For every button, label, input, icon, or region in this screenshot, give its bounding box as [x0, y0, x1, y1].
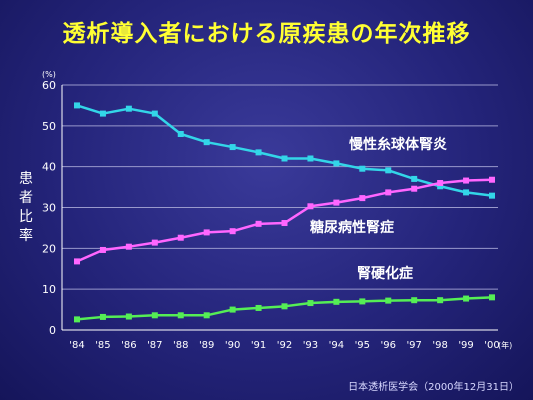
x-tick-label: '93: [303, 340, 318, 351]
x-tick-label: '97: [406, 340, 421, 351]
y-tick-label: 60: [42, 79, 56, 92]
y-tick-label: 50: [42, 120, 56, 133]
data-point: [99, 313, 106, 320]
x-tick-label: '00: [484, 340, 499, 351]
data-point: [411, 175, 418, 182]
data-point: [255, 149, 262, 156]
data-point: [125, 105, 132, 112]
series-label: 慢性糸球体腎炎: [349, 136, 447, 153]
x-tick-label: '85: [95, 340, 110, 351]
data-point: [437, 183, 444, 190]
x-tick-label: '91: [251, 340, 266, 351]
data-point: [359, 165, 366, 172]
data-point: [489, 192, 495, 199]
x-tick-label: '98: [432, 340, 447, 351]
data-point: [333, 199, 340, 206]
chart-title: 透析導入者における原疾患の年次推移: [62, 21, 471, 47]
data-point: [74, 102, 80, 109]
data-point: [99, 246, 106, 253]
data-point: [125, 243, 132, 250]
data-point: [359, 195, 366, 202]
x-tick-label: '88: [173, 340, 188, 351]
x-tick-label: '99: [458, 340, 473, 351]
data-point: [489, 176, 495, 183]
data-point: [281, 155, 288, 162]
data-point: [385, 167, 392, 174]
data-point: [151, 312, 158, 319]
data-point: [151, 239, 158, 246]
data-point: [203, 312, 210, 319]
data-point: [74, 258, 80, 265]
x-tick-label: '95: [355, 340, 370, 351]
data-point: [437, 180, 444, 186]
x-tick-label: '87: [147, 340, 162, 351]
y-tick-label: 0: [49, 324, 56, 337]
data-point: [385, 297, 392, 304]
y-tick-label: 40: [42, 161, 56, 174]
data-point: [411, 297, 418, 304]
data-point: [307, 300, 314, 307]
data-point: [281, 303, 288, 310]
data-point: [177, 234, 184, 241]
data-point: [255, 304, 262, 311]
source-note: 日本透析医学会（2000年12月31日）: [348, 382, 519, 393]
x-tick-label: '92: [277, 340, 292, 351]
data-point: [463, 177, 470, 184]
y-tick-label: 30: [42, 202, 56, 215]
data-point: [359, 298, 366, 305]
data-point: [229, 144, 236, 151]
data-point: [307, 203, 314, 210]
x-tick-label: '89: [199, 340, 214, 351]
data-point: [74, 316, 80, 323]
series-label: 腎硬化症: [357, 265, 413, 282]
x-tick-label: '94: [329, 340, 344, 351]
data-point: [463, 189, 470, 196]
x-tick-label: '90: [225, 340, 240, 351]
data-point: [437, 297, 444, 304]
data-point: [125, 313, 132, 320]
data-point: [411, 185, 418, 192]
data-point: [177, 131, 184, 137]
data-point: [489, 294, 495, 301]
y-unit-label: (%): [42, 70, 56, 79]
x-tick-label: '86: [121, 340, 136, 351]
y-tick-label: 20: [42, 242, 56, 255]
data-point: [307, 155, 314, 162]
data-point: [203, 229, 210, 236]
data-point: [229, 228, 236, 235]
data-point: [333, 160, 340, 167]
data-point: [333, 298, 340, 305]
data-point: [463, 295, 470, 302]
x-tick-label: '96: [381, 340, 396, 351]
data-point: [99, 110, 106, 117]
x-unit-label: (年): [498, 340, 512, 350]
data-point: [177, 312, 184, 319]
data-point: [385, 189, 392, 196]
y-axis-label: 患者比率: [19, 171, 33, 244]
data-point: [255, 220, 262, 227]
data-point: [281, 220, 288, 227]
data-point: [151, 110, 158, 117]
series-label: 糖尿病性腎症: [310, 219, 394, 236]
data-point: [203, 139, 210, 146]
y-tick-label: 10: [42, 283, 56, 296]
x-tick-label: '84: [69, 340, 84, 351]
data-point: [229, 306, 236, 313]
